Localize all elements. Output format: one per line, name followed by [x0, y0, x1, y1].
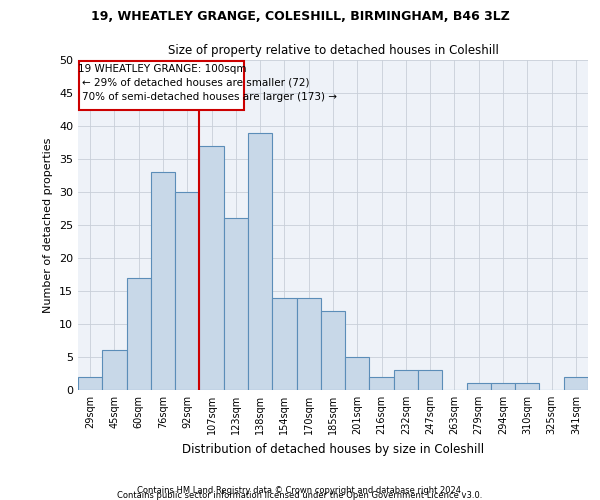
Bar	[370, 377, 394, 390]
Bar	[515, 384, 539, 390]
Bar	[564, 377, 588, 390]
X-axis label: Distribution of detached houses by size in Coleshill: Distribution of detached houses by size …	[182, 442, 484, 456]
Text: Contains HM Land Registry data © Crown copyright and database right 2024.: Contains HM Land Registry data © Crown c…	[137, 486, 463, 495]
Bar	[394, 370, 418, 390]
Bar	[248, 132, 272, 390]
Bar	[224, 218, 248, 390]
Y-axis label: Number of detached properties: Number of detached properties	[43, 138, 53, 312]
Bar	[418, 370, 442, 390]
Text: ← 29% of detached houses are smaller (72): ← 29% of detached houses are smaller (72…	[82, 78, 309, 88]
Bar	[102, 350, 127, 390]
Bar	[199, 146, 224, 390]
Bar	[151, 172, 175, 390]
Text: 70% of semi-detached houses are larger (173) →: 70% of semi-detached houses are larger (…	[82, 92, 337, 102]
Text: 19, WHEATLEY GRANGE, COLESHILL, BIRMINGHAM, B46 3LZ: 19, WHEATLEY GRANGE, COLESHILL, BIRMINGH…	[91, 10, 509, 23]
Bar	[175, 192, 199, 390]
Title: Size of property relative to detached houses in Coleshill: Size of property relative to detached ho…	[167, 44, 499, 58]
Bar	[272, 298, 296, 390]
Bar	[467, 384, 491, 390]
Bar	[321, 311, 345, 390]
Text: Contains public sector information licensed under the Open Government Licence v3: Contains public sector information licen…	[118, 491, 482, 500]
Bar	[345, 357, 370, 390]
Bar	[296, 298, 321, 390]
Bar	[127, 278, 151, 390]
Bar	[491, 384, 515, 390]
Text: 19 WHEATLEY GRANGE: 100sqm: 19 WHEATLEY GRANGE: 100sqm	[77, 64, 246, 74]
FancyBboxPatch shape	[79, 62, 244, 110]
Bar	[78, 377, 102, 390]
